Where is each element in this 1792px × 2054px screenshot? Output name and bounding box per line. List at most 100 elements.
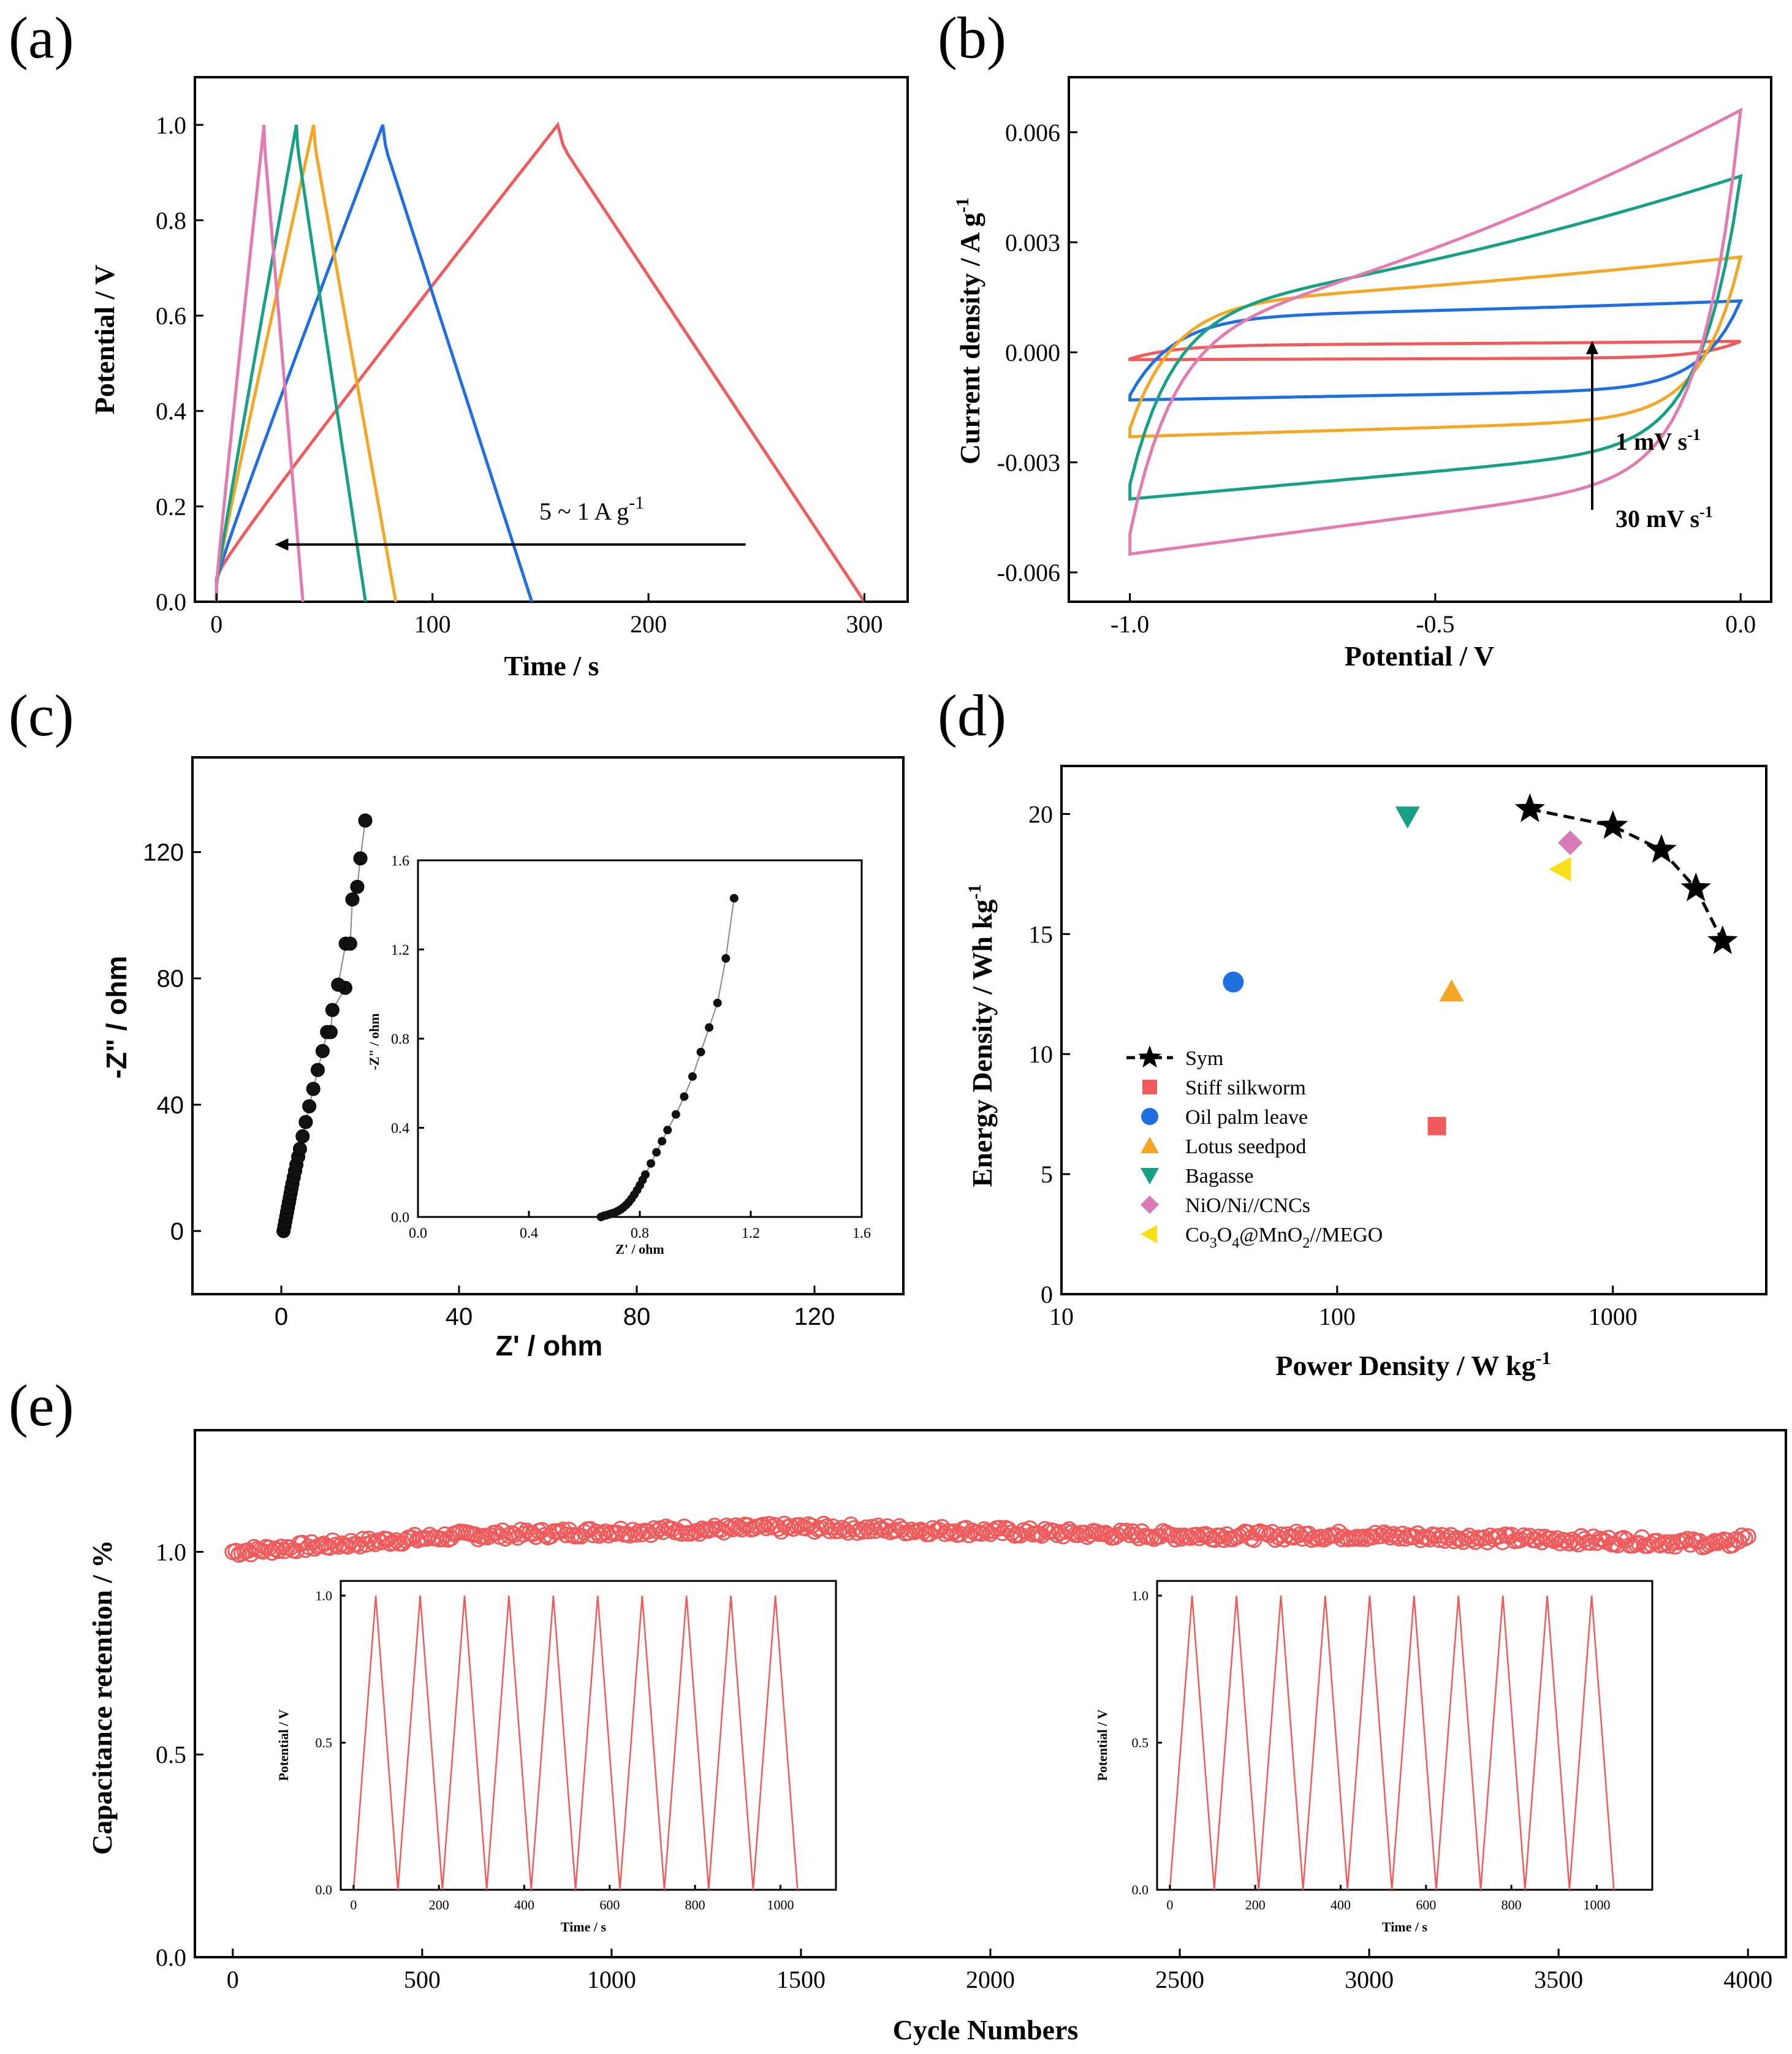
ragone-point-circle bbox=[1223, 971, 1244, 993]
e-inset-x-tick-label: 400 bbox=[514, 1897, 534, 1912]
d-y-tick-label: 5 bbox=[1041, 1161, 1053, 1188]
legend-label-co3o4-mno2-mego: Co3O4@MnO2//MEGO bbox=[1185, 1224, 1383, 1251]
panel-a-arrow-head bbox=[275, 538, 289, 551]
e-inset-x-tick-label: 600 bbox=[599, 1897, 620, 1912]
c-x-tick-label: 120 bbox=[794, 1303, 835, 1330]
legend-sub-4: 4 bbox=[1232, 1235, 1239, 1251]
retention-point bbox=[1079, 1528, 1096, 1545]
e-inset-x-tick-label: 1000 bbox=[1583, 1897, 1610, 1912]
e-inset-x-tick-label: 400 bbox=[1331, 1897, 1351, 1912]
panel-b-y-label-sup: -1 bbox=[952, 197, 973, 213]
d-x-tick-label: 100 bbox=[1319, 1303, 1356, 1330]
e-x-tick-label: 3000 bbox=[1345, 1966, 1394, 1993]
panel-e-inset-right-y-label: Potential / V bbox=[1095, 1709, 1110, 1781]
gcd-curve-green bbox=[215, 124, 367, 602]
panel-b-y-ticks: -0.006 -0.003 0.000 0.003 0.006 bbox=[997, 119, 1077, 586]
panel-a-frame bbox=[194, 76, 909, 603]
retention-point bbox=[609, 1525, 626, 1542]
inset-nyquist-point bbox=[688, 1072, 697, 1081]
legend-marker-circle bbox=[1141, 1108, 1158, 1125]
panel-e-y-ticks: 0.0 0.5 1.0 bbox=[156, 1538, 203, 1971]
panel-a-x-ticks: 0 100 200 300 bbox=[210, 593, 883, 638]
a-x-tick-label: 0 bbox=[210, 610, 222, 638]
nyquist-point bbox=[310, 1063, 325, 1077]
nyquist-point bbox=[358, 813, 373, 828]
panel-d-y-label-text: Energy Density / Wh kg bbox=[966, 900, 998, 1187]
a-y-tick-label: 0.2 bbox=[156, 493, 186, 520]
c-y-tick-label: 40 bbox=[157, 1092, 184, 1119]
panel-c-x-ticks: 0 40 80 120 bbox=[275, 1286, 835, 1330]
c-inset-x-tick-label: 1.2 bbox=[742, 1226, 760, 1241]
retention-point bbox=[1558, 1533, 1574, 1549]
c-inset-x-tick-label: 0.4 bbox=[520, 1226, 538, 1241]
retention-point bbox=[385, 1534, 402, 1551]
retention-point bbox=[1573, 1528, 1590, 1545]
cv-loop-pink bbox=[1128, 107, 1743, 556]
legend-marker-square bbox=[1142, 1080, 1157, 1094]
cv-loop-red bbox=[1128, 339, 1742, 362]
panel-c-letter: (c) bbox=[9, 683, 74, 748]
cv-loop-green bbox=[1128, 174, 1743, 501]
e-inset-x-tick-label: 0 bbox=[350, 1897, 357, 1912]
panel-b-annotation-top-text: 1 mV s bbox=[1615, 428, 1687, 455]
panel-b-annotation-bottom-sup: -1 bbox=[1699, 503, 1713, 521]
a-x-tick-label: 100 bbox=[414, 610, 451, 638]
c-x-tick-label: 40 bbox=[446, 1303, 473, 1330]
panel-b: (b) -1.0 -0.5 0.0 -0.006 -0.003 0.000 0.003 0.… bbox=[938, 5, 1772, 672]
e-inset-y-tick-label: 1.0 bbox=[316, 1588, 333, 1604]
panel-d-x-label-sup: -1 bbox=[1536, 1348, 1551, 1368]
e-x-tick-label: 500 bbox=[404, 1966, 441, 1993]
legend-marker-triangle-left bbox=[1141, 1225, 1157, 1243]
b-y-tick-label: 0.000 bbox=[1005, 339, 1060, 366]
nyquist-point bbox=[306, 1082, 321, 1096]
inset-nyquist-point bbox=[647, 1159, 656, 1168]
panel-a-y-ticks: 0.0 0.2 0.4 0.6 0.8 1.0 bbox=[156, 112, 203, 616]
e-x-tick-label: 2000 bbox=[966, 1966, 1015, 1993]
d-y-tick-label: 15 bbox=[1028, 920, 1053, 948]
c-inset-y-tick-label: 0.8 bbox=[391, 1031, 409, 1047]
legend-marker-triangle-up bbox=[1141, 1137, 1159, 1153]
e-x-tick-label: 4000 bbox=[1723, 1966, 1772, 1993]
retention-point bbox=[515, 1526, 532, 1543]
e-inset-y-tick-label: 1.0 bbox=[1132, 1588, 1149, 1604]
panel-a-y-label: Potential / V bbox=[89, 265, 120, 414]
nyquist-point bbox=[353, 851, 368, 866]
retention-point bbox=[1739, 1528, 1756, 1545]
panel-b-annotation-top: 1 mV s-1 bbox=[1615, 426, 1701, 455]
retention-point bbox=[1594, 1531, 1611, 1548]
e-inset-x-tick-label: 200 bbox=[429, 1897, 449, 1912]
panel-d-frame bbox=[1060, 765, 1767, 1295]
e-x-tick-label: 1500 bbox=[776, 1966, 826, 1993]
panel-e-y-label: Capacitance retention / % bbox=[86, 1540, 118, 1855]
nyquist-point bbox=[292, 1142, 307, 1156]
panel-c-frame bbox=[191, 756, 905, 1295]
a-y-tick-label: 0.0 bbox=[156, 588, 186, 616]
panel-e-inset-left-frame bbox=[340, 1580, 837, 1891]
c-inset-y-tick-label: 1.6 bbox=[391, 853, 409, 869]
retention-point bbox=[757, 1519, 775, 1536]
panel-d-points bbox=[1223, 793, 1738, 1135]
inset-nyquist-point bbox=[721, 954, 731, 963]
retention-point bbox=[1446, 1533, 1462, 1550]
ragone-point-square bbox=[1427, 1116, 1446, 1135]
panel-e-x-label: Cycle Numbers bbox=[893, 2014, 1079, 2045]
inset-nyquist-point bbox=[671, 1110, 680, 1119]
legend-sub-3: 3 bbox=[1210, 1235, 1217, 1251]
panel-e-letter: (e) bbox=[9, 1373, 74, 1438]
b-y-tick-label: -0.003 bbox=[997, 449, 1060, 477]
panel-b-annotation-bottom: 30 mV s-1 bbox=[1615, 503, 1713, 532]
panel-d-y-ticks: 0 5 10 15 20 bbox=[1028, 800, 1070, 1308]
e-inset-x-tick-label: 1000 bbox=[767, 1897, 794, 1912]
panel-c-inset-points bbox=[596, 893, 738, 1221]
retention-point bbox=[703, 1520, 720, 1537]
panel-b-annotation-top-sup: -1 bbox=[1687, 426, 1701, 444]
panel-d-legend: Sym Stiff silkworm Oil palm leave Lotus … bbox=[1126, 1045, 1383, 1251]
retention-point bbox=[1173, 1530, 1190, 1547]
d-y-tick-label: 10 bbox=[1028, 1040, 1053, 1068]
retention-point bbox=[536, 1526, 553, 1544]
e-inset-x-tick-label: 800 bbox=[1502, 1897, 1522, 1912]
e-y-tick-label: 0.0 bbox=[156, 1944, 186, 1971]
panel-c-y-label: -Z" / ohm bbox=[101, 956, 132, 1079]
legend-marker-diamond bbox=[1141, 1196, 1159, 1214]
inset-nyquist-point bbox=[680, 1092, 689, 1101]
